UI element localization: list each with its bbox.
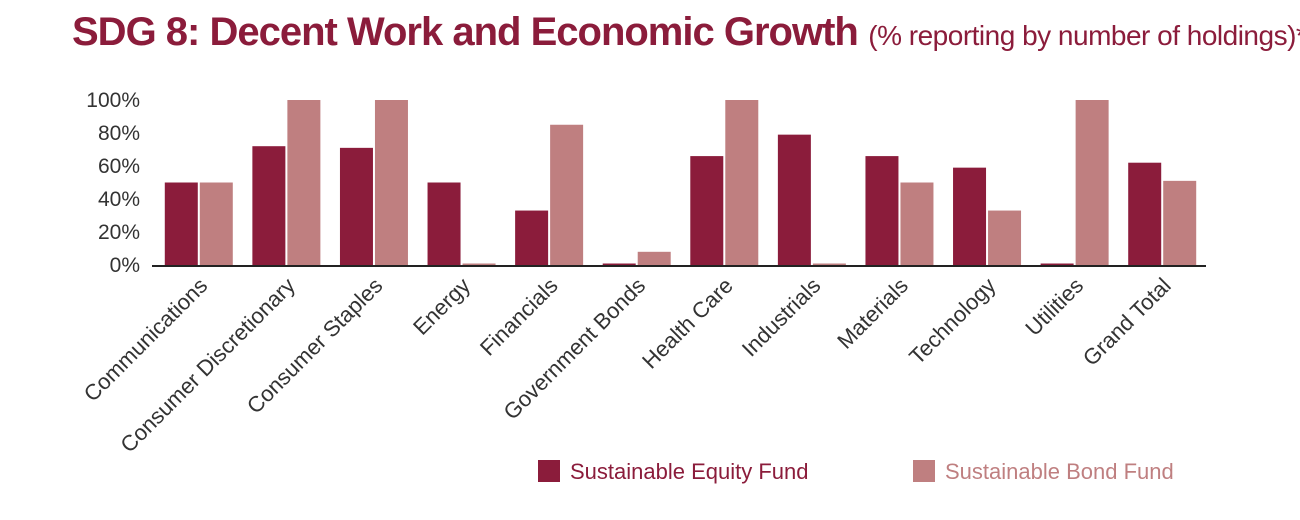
bar-equity: [777, 134, 811, 265]
bar-bond: [812, 263, 846, 265]
bars: [164, 100, 1197, 265]
y-tick-label: 40%: [98, 188, 140, 211]
bar-bond: [725, 100, 759, 265]
y-tick-label: 60%: [98, 155, 140, 178]
bar-equity: [1040, 263, 1074, 265]
y-axis-ticks: 100% 80% 60% 40% 20% 0%: [86, 89, 140, 277]
legend-swatch-equity: [538, 460, 560, 482]
bar-bond: [1075, 100, 1109, 265]
legend: Sustainable Equity Fund Sustainable Bond…: [538, 459, 1174, 484]
chart-title: SDG 8: Decent Work and Economic Growth: [72, 10, 859, 54]
x-category-label: Materials: [832, 273, 913, 354]
bar-equity: [252, 146, 286, 265]
bar-bond: [374, 100, 408, 265]
bar-equity: [953, 167, 987, 265]
x-category-label: Industrials: [737, 273, 826, 362]
bar-bond: [988, 210, 1022, 265]
bar-equity: [1128, 162, 1162, 265]
y-tick-label: 0%: [110, 254, 140, 277]
bar-bond: [1163, 180, 1197, 265]
bar-equity: [339, 147, 373, 265]
x-category-label: Technology: [904, 273, 1000, 369]
bar-bond: [637, 251, 671, 265]
bar-bond: [287, 100, 321, 265]
x-category-label: Health Care: [637, 273, 738, 374]
chart-subtitle: (% reporting by number of holdings)*: [868, 20, 1300, 51]
y-tick-label: 100%: [86, 89, 140, 112]
bar-equity: [690, 156, 724, 265]
bar-bond: [550, 124, 584, 265]
chart-title-row: SDG 8: Decent Work and Economic Growth (…: [72, 10, 1300, 55]
x-category-label: Energy: [408, 273, 475, 340]
bar-bond: [199, 182, 233, 265]
legend-label-bond: Sustainable Bond Fund: [945, 459, 1174, 484]
y-tick-label: 80%: [98, 122, 140, 145]
legend-label-equity: Sustainable Equity Fund: [570, 459, 809, 484]
x-category-label: Financials: [475, 273, 563, 361]
bar-equity: [427, 182, 461, 265]
bar-equity: [602, 263, 636, 265]
bar-equity: [515, 210, 549, 265]
bar-bond: [462, 263, 496, 265]
bar-equity: [865, 156, 899, 265]
y-tick-label: 20%: [98, 221, 140, 244]
x-category-label: Utilities: [1020, 273, 1088, 341]
bar-bond: [900, 182, 934, 265]
x-category-label: Grand Total: [1078, 273, 1176, 371]
legend-swatch-bond: [913, 460, 935, 482]
x-category-label: Consumer Discretionary: [115, 273, 300, 458]
bar-equity: [164, 182, 198, 265]
